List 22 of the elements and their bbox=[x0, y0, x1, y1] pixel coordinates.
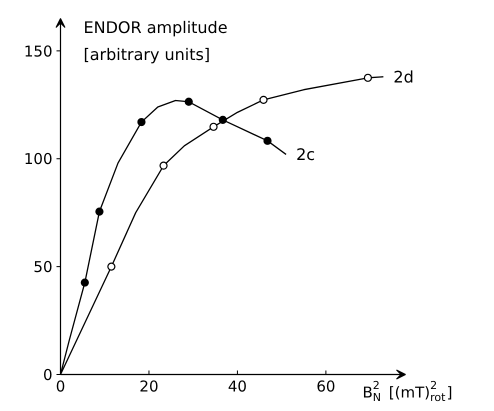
y-tick-label: 0 bbox=[42, 366, 53, 384]
y-tick-label: 150 bbox=[24, 42, 53, 60]
point bbox=[364, 74, 372, 82]
x-tick-label: 0 bbox=[56, 378, 66, 396]
point bbox=[218, 116, 227, 124]
y-tick-label: 50 bbox=[33, 258, 53, 276]
point bbox=[137, 118, 146, 126]
x-tick-label: 20 bbox=[139, 378, 159, 396]
point bbox=[209, 122, 218, 131]
point bbox=[159, 162, 168, 170]
point bbox=[263, 136, 272, 145]
series-label: 2c bbox=[296, 144, 316, 164]
x-tick-label: 40 bbox=[228, 378, 247, 396]
point bbox=[95, 208, 104, 216]
series-label: 2d bbox=[393, 67, 414, 86]
y-tick-label: 100 bbox=[24, 150, 53, 168]
point bbox=[107, 262, 116, 271]
y-axis-title: ENDOR amplitude [arbitrary units] bbox=[84, 18, 228, 64]
x-tick-label: 60 bbox=[316, 378, 336, 396]
point bbox=[80, 278, 89, 287]
point bbox=[184, 98, 193, 106]
point bbox=[259, 96, 268, 104]
